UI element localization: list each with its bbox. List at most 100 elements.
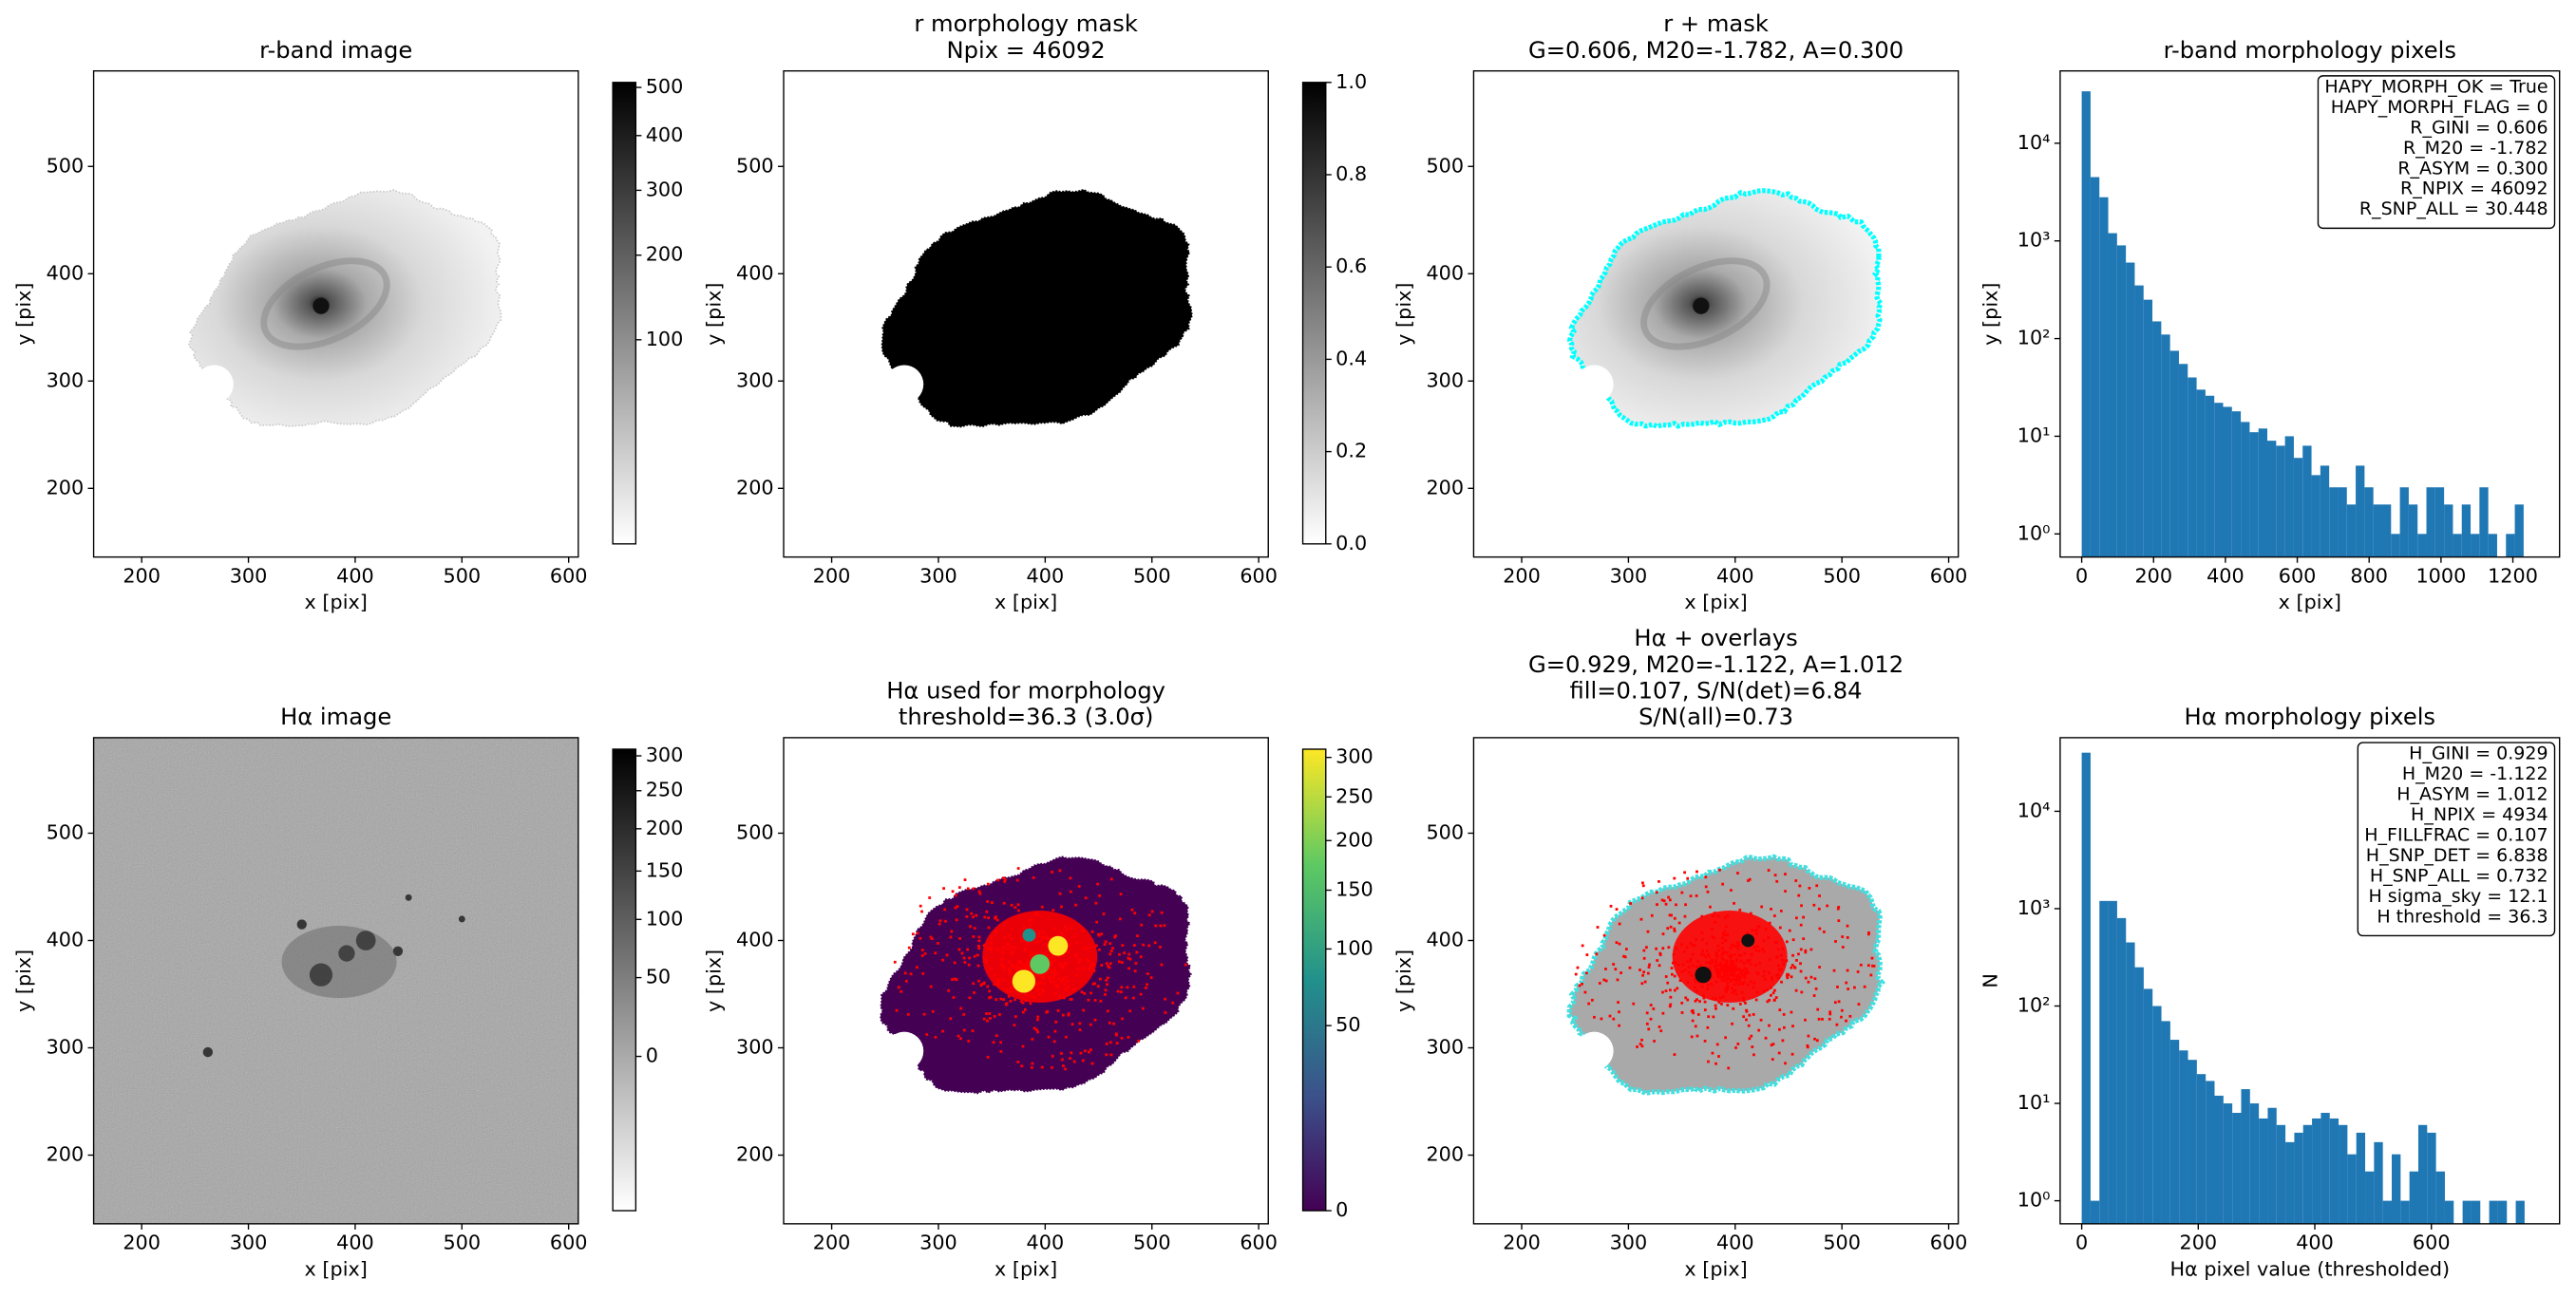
detected-pixel — [1812, 994, 1816, 997]
detected-pixel — [1028, 964, 1032, 968]
detected-pixel — [1671, 972, 1674, 976]
detected-pixel — [1733, 965, 1736, 969]
detected-pixel — [1726, 974, 1730, 978]
detected-pixel — [1058, 869, 1062, 873]
annotation-line: H_SNP_DET = 6.838 — [2366, 845, 2548, 866]
detected-pixel — [1060, 980, 1064, 983]
detected-pixel — [1574, 972, 1578, 976]
detected-pixel — [1828, 1012, 1832, 1016]
detected-pixel — [1780, 980, 1783, 984]
detected-pixel — [1670, 967, 1674, 969]
detected-pixel — [1615, 941, 1619, 945]
axes-frame — [783, 737, 1269, 1225]
detected-pixel — [1736, 1043, 1740, 1045]
detected-pixel — [1004, 988, 1008, 991]
detected-pixel — [1755, 931, 1758, 935]
detected-pixel — [1060, 932, 1064, 935]
detected-pixel — [955, 918, 958, 922]
hist-bar — [2241, 1089, 2250, 1224]
detected-pixel — [1032, 1026, 1036, 1030]
detected-pixel — [934, 951, 938, 955]
detected-pixel — [984, 960, 988, 964]
detected-pixel — [1036, 1018, 1039, 1022]
y-tick-label: 10¹ — [2017, 423, 2051, 446]
detected-pixel — [1090, 930, 1094, 933]
chart-title: Hα used for morphology — [886, 677, 1165, 704]
detected-pixel — [1800, 990, 1804, 994]
detected-pixel — [1015, 878, 1019, 882]
detected-pixel — [1722, 975, 1726, 978]
detected-pixel — [1115, 1042, 1119, 1044]
chart-title: Hα + overlays — [1634, 625, 1797, 651]
detected-pixel — [1710, 983, 1714, 986]
detected-pixel — [1732, 960, 1734, 963]
hist-bar — [2409, 1171, 2418, 1224]
detected-pixel — [1799, 962, 1802, 966]
detected-pixel — [1687, 966, 1691, 969]
detected-pixel — [955, 894, 957, 897]
detected-pixel — [1163, 924, 1166, 928]
detected-pixel — [1826, 904, 1829, 908]
detected-pixel — [1709, 905, 1712, 909]
detected-pixel — [905, 979, 908, 983]
hist-bar — [2294, 1132, 2303, 1224]
detected-pixel — [1683, 950, 1686, 953]
x-tick-label: 500 — [1133, 1232, 1171, 1254]
detected-pixel — [986, 882, 990, 886]
x-tick-label: 600 — [550, 564, 588, 587]
detected-pixel — [1835, 1023, 1839, 1026]
detected-pixel — [1768, 998, 1771, 1002]
detected-pixel — [977, 979, 980, 983]
hist-bar — [2134, 285, 2144, 557]
detected-pixel — [1643, 980, 1647, 984]
detected-pixel — [1056, 986, 1060, 988]
hist-bar — [2206, 1081, 2215, 1224]
detected-pixel — [1708, 967, 1712, 970]
detected-pixel — [1051, 976, 1055, 980]
detected-pixel — [1741, 983, 1745, 986]
detected-pixel — [1762, 974, 1766, 978]
detected-pixel — [973, 991, 975, 994]
detected-pixel — [1629, 902, 1632, 905]
detected-pixel — [1690, 1035, 1694, 1039]
detected-pixel — [1636, 1045, 1638, 1048]
detected-pixel — [1031, 1065, 1033, 1069]
detected-pixel — [1086, 947, 1089, 950]
detected-pixel — [1782, 963, 1786, 966]
hist-bar — [2293, 458, 2303, 557]
detected-pixel — [1705, 942, 1709, 945]
detected-pixel — [1722, 958, 1726, 962]
detected-pixel — [1040, 975, 1044, 979]
detected-pixel — [1064, 1067, 1067, 1071]
diffuse-emission — [281, 926, 397, 999]
detected-pixel — [1845, 1019, 1847, 1023]
colorbar-tick-label: 100 — [646, 907, 684, 930]
annotation-line: R_SNP_ALL = 30.448 — [2359, 198, 2548, 219]
hist-bar — [2356, 465, 2365, 557]
detected-pixel — [944, 919, 947, 923]
detected-pixel — [1002, 968, 1006, 971]
colorbar — [612, 748, 637, 1212]
colorbar-tick-label: 200 — [646, 817, 684, 839]
detected-pixel — [1037, 988, 1041, 991]
detected-pixel — [994, 930, 997, 933]
hist-bar — [2134, 967, 2144, 1224]
detected-pixel — [1730, 889, 1733, 892]
detected-pixel — [1035, 912, 1039, 916]
colorbar-tick-label: 150 — [646, 858, 684, 881]
x-axis-label: x [pix] — [1684, 1257, 1747, 1280]
detected-pixel — [963, 961, 967, 964]
detected-pixel — [988, 996, 991, 1000]
hist-bar — [2329, 487, 2339, 557]
detected-pixel — [1092, 969, 1096, 972]
detected-pixel — [1703, 1008, 1707, 1011]
bright-knot — [1030, 953, 1051, 974]
detected-pixel — [1661, 947, 1665, 950]
detected-pixel — [1053, 968, 1056, 970]
detected-pixel — [1721, 882, 1725, 886]
detected-pixel — [1108, 966, 1111, 969]
annotation-line: R_M20 = -1.782 — [2403, 138, 2548, 159]
knot — [1741, 933, 1755, 948]
detected-pixel — [1743, 973, 1747, 977]
detected-pixel — [1088, 1050, 1090, 1054]
